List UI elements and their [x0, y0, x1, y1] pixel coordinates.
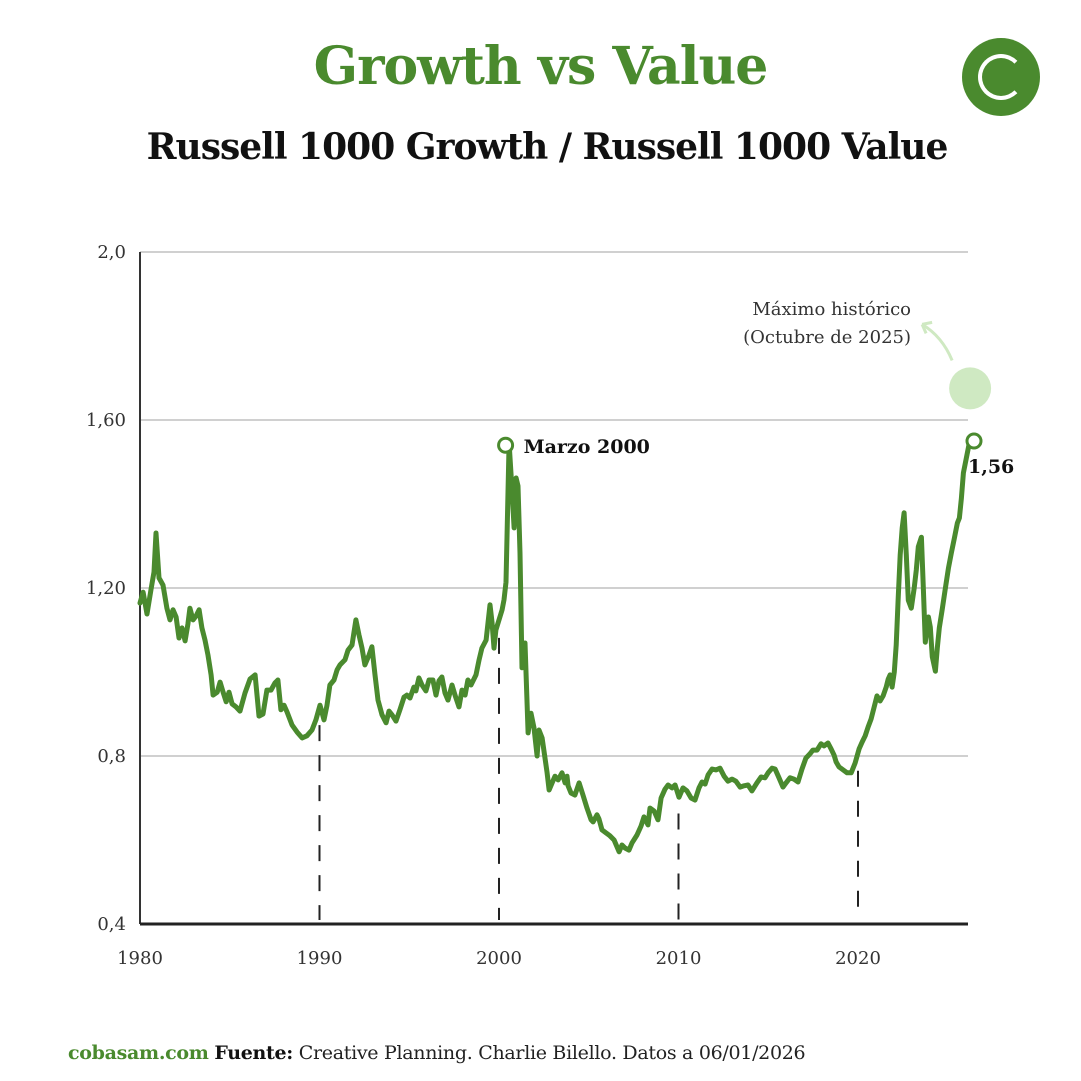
- decade-markers: [318, 637, 859, 920]
- footer-source-text: Creative Planning. Charlie Bilello. Dato…: [293, 1042, 806, 1064]
- footer: cobasam.com Fuente: Creative Planning. C…: [68, 1042, 806, 1064]
- all-time-high-highlight: [949, 367, 992, 410]
- last-value-marker: [965, 432, 983, 450]
- annotation-arrow: [921, 323, 954, 361]
- grid-lines: [140, 251, 968, 757]
- footer-brand[interactable]: cobasam.com: [68, 1042, 209, 1064]
- series-group: [137, 440, 972, 855]
- annotations: Máximo histórico (Octubre de 2025): [743, 299, 992, 410]
- last-value-label: 1,56: [968, 456, 1014, 478]
- y-tick-label: 0,4: [97, 914, 126, 935]
- x-tick-label: 2000: [476, 948, 522, 969]
- all-time-high-date: (Octubre de 2025): [743, 327, 911, 348]
- y-tick-label: 1,20: [86, 578, 126, 599]
- annotation-points: Marzo 2000 1,56: [497, 432, 1014, 478]
- axes: [139, 252, 968, 926]
- arrow-head-icon: [920, 320, 933, 335]
- all-time-high-label: Máximo histórico: [752, 299, 911, 320]
- y-tick-label: 2,0: [97, 242, 126, 263]
- x-tick-labels: 1980 1990 2000 2010 2020: [117, 948, 881, 969]
- peak-2000-marker: [497, 436, 515, 454]
- logo-c-glyph: [978, 54, 1024, 100]
- chart-subtitle: Russell 1000 Growth / Russell 1000 Value: [146, 126, 949, 168]
- chart-title: Growth vs Value: [313, 36, 769, 97]
- cobas-logo-icon: [962, 38, 1040, 116]
- x-tick-label: 1990: [297, 948, 343, 969]
- y-tick-label: 1,60: [86, 410, 126, 431]
- y-tick-labels: 2,0 1,60 1,20 0,8 0,4: [86, 242, 126, 935]
- x-tick-label: 2010: [656, 948, 702, 969]
- series-line: [137, 440, 972, 855]
- x-tick-label: 2020: [835, 948, 881, 969]
- x-tick-label: 1980: [117, 948, 163, 969]
- y-tick-label: 0,8: [97, 746, 126, 767]
- footer-source-label: Fuente:: [214, 1042, 294, 1064]
- peak-2000-label: Marzo 2000: [524, 436, 650, 458]
